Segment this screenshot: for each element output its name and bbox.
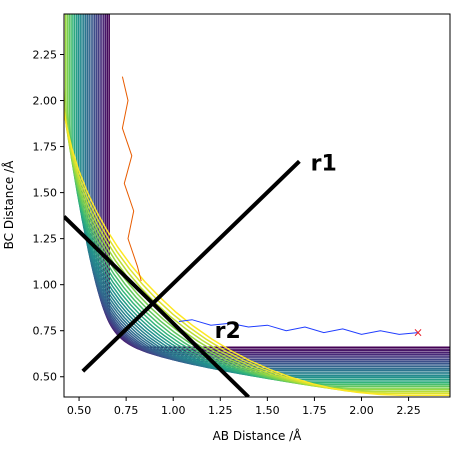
y-tick-label: 0.50 [33,371,58,384]
x-tick-label: 1.25 [208,404,233,417]
trajectory-end-marker: × [413,326,423,340]
x-tick-label: 1.00 [161,404,186,417]
x-tick-label: 2.00 [349,404,374,417]
y-tick-label: 2.00 [33,95,58,108]
y-tick-label: 0.75 [33,325,58,338]
x-axis-label: AB Distance /Å [213,428,303,443]
x-tick-label: 2.25 [396,404,421,417]
y-tick-label: 1.50 [33,187,58,200]
y-tick-label: 1.00 [33,279,58,292]
y-axis-label: BC Distance /Å [1,160,16,250]
x-tick-label: 1.75 [302,404,327,417]
y-tick-label: 2.25 [33,49,58,62]
x-tick-label: 0.75 [114,404,139,417]
trajectory-end-marker-group: × [413,326,423,340]
y-tick-label: 1.25 [33,233,58,246]
y-tick-label: 1.75 [33,141,58,154]
x-axis-ticks: 0.50 0.75 1.00 1.25 1.50 1.75 2.00 2.25 [67,397,421,417]
x-tick-label: 0.50 [67,404,92,417]
annotation-label-r2: r2 [215,319,241,344]
annotation-label-r1: r1 [311,152,337,177]
trajectory-line [122,77,141,281]
y-axis-ticks: 0.50 0.75 1.00 1.25 1.50 1.75 2.00 2.25 [33,49,65,384]
reaction-coordinate-labels: r1 r2 [215,152,337,345]
reaction-coordinate-line [64,217,249,397]
x-tick-label: 1.50 [255,404,280,417]
trajectory-lines [122,77,418,335]
